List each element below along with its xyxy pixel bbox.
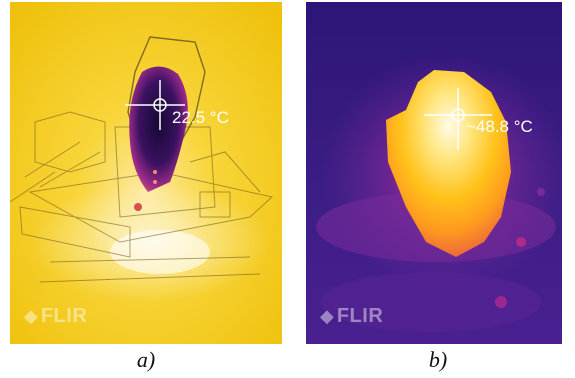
crosshair-icon — [125, 80, 185, 130]
temperature-readout-b: ~48.8 °C — [466, 117, 533, 136]
thermal-image-a: 22.5 °C ◆ FLIR — [10, 2, 282, 344]
thermal-image-b: ~48.8 °C ◆ FLIR — [306, 2, 562, 344]
flir-logo: ◆ FLIR — [320, 305, 383, 328]
flir-logo: ◆ FLIR — [24, 305, 87, 328]
flir-logo-icon: ◆ — [24, 306, 38, 326]
caption-b: b) — [428, 347, 448, 372]
flir-logo-text: FLIR — [336, 305, 384, 327]
temperature-readout-a: 22.5 °C — [172, 108, 229, 127]
flir-logo-icon: ◆ — [320, 306, 334, 326]
crosshair-icon — [424, 88, 492, 150]
flir-logo-text: FLIR — [40, 305, 88, 327]
caption-a: a) — [136, 347, 156, 372]
